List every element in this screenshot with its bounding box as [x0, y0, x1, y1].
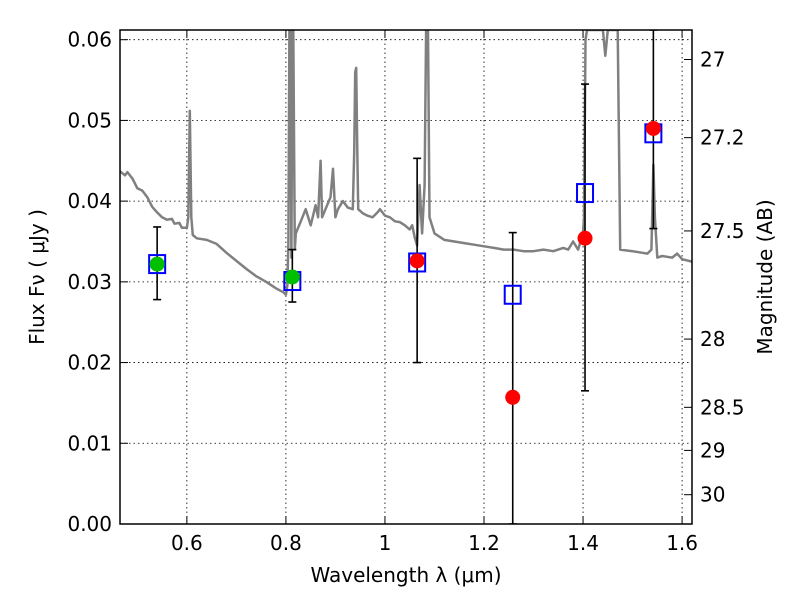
- x-tick-label: 0.8: [270, 531, 302, 555]
- x-tick-label: 1.4: [567, 531, 599, 555]
- measurement-point: [645, 120, 661, 136]
- plot-area: [120, 30, 692, 524]
- measurement-point: [505, 389, 521, 405]
- x-axis-label: Wavelength λ (μm): [310, 563, 501, 587]
- y-tick-label: 0.03: [67, 270, 112, 294]
- mag-tick-label: 28: [700, 327, 725, 351]
- grid: [120, 30, 692, 525]
- x-tick-label: 1: [379, 531, 392, 555]
- y-tick-label: 0.05: [67, 108, 112, 132]
- mag-tick-label: 27: [700, 48, 725, 72]
- mag-tick-label: 30: [700, 483, 725, 507]
- detection-point: [149, 256, 165, 272]
- axis-ticks: 0.6 0.8 1 1.2 1.4 1.6 0.00 0.01 0.02 0.03 0.04 0.05…: [67, 28, 744, 555]
- measurement-point: [577, 230, 593, 246]
- mag-tick-label: 28.5: [700, 395, 745, 419]
- x-tick-label: 1.6: [666, 531, 698, 555]
- detection-point: [284, 269, 300, 285]
- y-tick-label: 0.04: [67, 189, 112, 213]
- mag-tick-label: 27.2: [700, 126, 745, 150]
- model-sed-line: [120, 30, 692, 297]
- model-photometry-marker: [576, 183, 595, 204]
- model-photometry-marker: [148, 254, 167, 275]
- x-tick-label: 0.6: [171, 531, 203, 555]
- y-tick-label: 0.02: [67, 351, 112, 375]
- y-axis-right-label: Magnitude (AB): [753, 199, 777, 354]
- plot-frame: [119, 29, 693, 525]
- model-photometry-marker: [503, 284, 522, 305]
- y-tick-label: 0.00: [67, 512, 112, 536]
- y-axis-label: Flux Fν ( μJy ): [25, 209, 49, 345]
- series: [120, 30, 692, 524]
- measurement-point: [409, 253, 425, 269]
- mag-tick-label: 29: [700, 438, 725, 462]
- y-tick-label: 0.01: [67, 431, 112, 455]
- x-tick-label: 1.2: [468, 531, 500, 555]
- mag-tick-label: 27.5: [700, 219, 745, 243]
- y-tick-label: 0.06: [67, 28, 112, 52]
